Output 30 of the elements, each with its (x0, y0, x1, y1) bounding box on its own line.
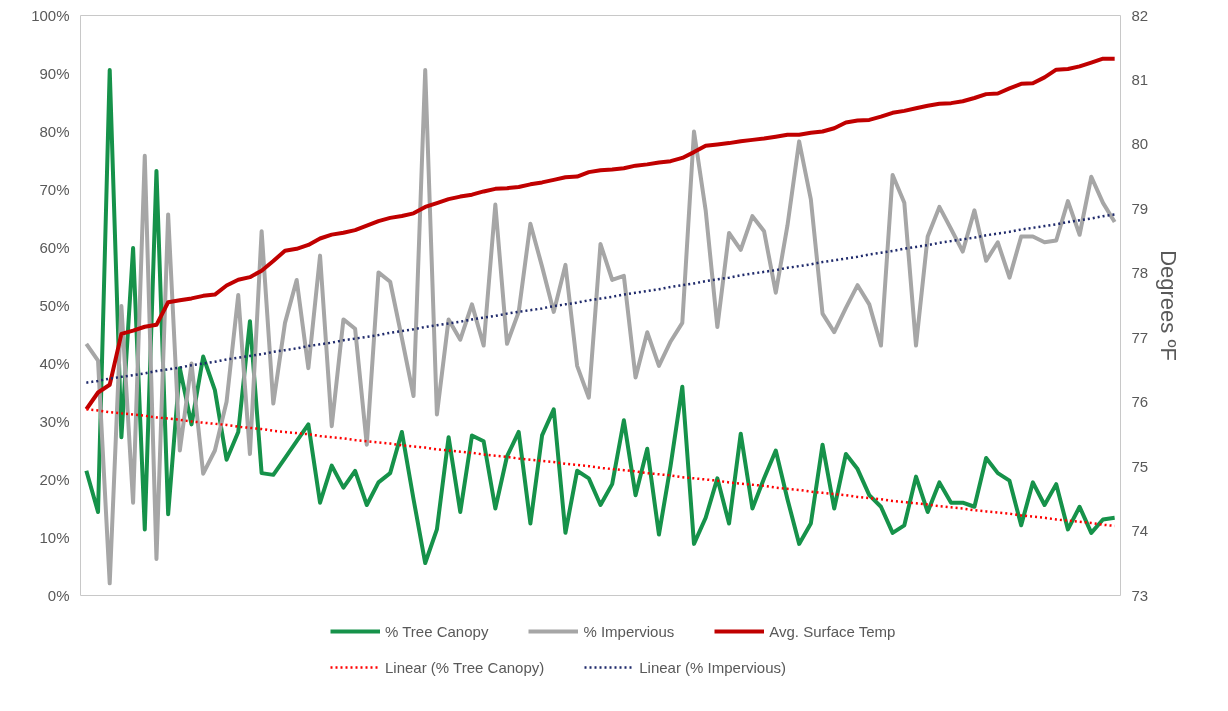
y-tick-label: 50% (39, 297, 70, 314)
y2-tick-label: 77 (1131, 328, 1149, 346)
y-tick-label: 80% (39, 123, 70, 140)
y2-axis-title: Degrees ºF (1156, 250, 1182, 361)
y2-tick-label: 80 (1131, 135, 1149, 153)
legend-label: % Impervious (583, 622, 675, 640)
y2-tick-label: 81 (1131, 70, 1149, 88)
y2-tick-label: 75 (1131, 457, 1149, 475)
y2-tick-label: 82 (1131, 6, 1149, 24)
line-series (84, 56, 1117, 412)
y-tick-label: 0% (47, 587, 70, 604)
line-series (85, 408, 1116, 528)
y-tick-label: 40% (39, 355, 70, 372)
line-series (85, 213, 1116, 384)
y2-tick-label: 73 (1131, 586, 1149, 604)
y-tick-label: 70% (39, 181, 70, 198)
legend-label: Avg. Surface Temp (769, 622, 896, 640)
y-tick-label: 20% (39, 471, 70, 488)
y-tick-label: 30% (39, 413, 70, 430)
y2-tick-label: 79 (1131, 199, 1149, 217)
y-tick-label: 100% (31, 7, 70, 24)
y2-tick-label: 78 (1131, 264, 1149, 282)
legend-label: Linear (% Tree Canopy) (385, 658, 545, 676)
y2-tick-label: 74 (1131, 522, 1149, 540)
y-tick-label: 90% (39, 65, 70, 82)
y2-tick-label: 76 (1131, 393, 1149, 411)
legend-label: Linear (% Impervious) (639, 658, 786, 676)
y-tick-label: 10% (39, 529, 70, 546)
legend-label: % Tree Canopy (385, 622, 489, 640)
y-tick-label: 60% (39, 239, 70, 256)
